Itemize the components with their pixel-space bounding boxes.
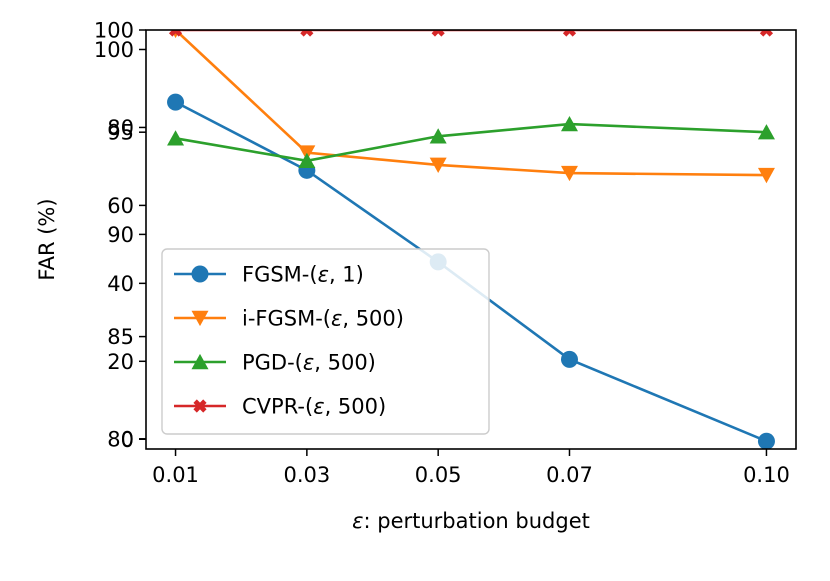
legend-box <box>161 248 490 435</box>
x-tick-label: 0.03 <box>283 463 330 487</box>
x-axis-label: ε: perturbation budget <box>352 509 590 533</box>
data-point <box>298 152 316 169</box>
y2-tick-label: 90 <box>107 223 134 247</box>
x-tick-label: 0.07 <box>546 463 593 487</box>
y-tick-label: 60 <box>107 194 134 218</box>
y-tick-label: 100 <box>94 38 134 62</box>
legend-swatch-marker <box>191 353 209 370</box>
y-axis-label: FAR (%) <box>35 198 59 280</box>
y-tick-label: 40 <box>107 272 134 296</box>
x-axis-label-text: : perturbation budget <box>363 509 589 533</box>
x-axis-label-symbol: ε <box>352 509 363 533</box>
legend-item: PGD-(ε, 500) <box>174 351 376 375</box>
legend-label: i-FGSM-(ε, 500) <box>242 307 404 331</box>
data-point <box>560 115 578 132</box>
y-tick-label: 80 <box>107 116 134 140</box>
series-line <box>175 122 767 163</box>
data-point <box>560 165 578 182</box>
y-tick-label: 20 <box>107 350 134 374</box>
data-point <box>300 30 314 37</box>
x-tick-label: 0.05 <box>415 463 462 487</box>
legend-swatch-marker <box>191 265 209 283</box>
data-point <box>167 93 185 111</box>
x-tick-label: 0.01 <box>152 463 199 487</box>
legend-label: FGSM-(ε, 1) <box>242 263 364 287</box>
legend: FGSM-(ε, 1) i-FGSM-(ε, 500) PGD-(ε, 500) CV… <box>161 248 490 435</box>
data-point <box>562 30 577 37</box>
data-point <box>757 432 775 449</box>
legend-swatch-marker <box>191 310 209 327</box>
legend-item: FGSM-(ε, 1) <box>174 263 364 287</box>
data-point <box>429 128 447 144</box>
legend-label: PGD-(ε, 500) <box>242 351 376 375</box>
plot-frame <box>145 29 797 450</box>
series-pgd <box>167 115 775 169</box>
ticks-layer: 0.01 0.03 0.05 0.07 0.10 0 20 40 60 80 100 80 85 90 95… <box>94 19 790 488</box>
y2-tick-label: 95 <box>107 121 134 145</box>
y2-tick-label: 80 <box>107 427 134 451</box>
data-point <box>757 167 775 184</box>
legend-label: CVPR-(ε, 500) <box>242 395 386 419</box>
data-point <box>429 157 447 173</box>
legend-item: i-FGSM-(ε, 500) <box>174 307 404 331</box>
data-point <box>759 30 774 37</box>
data-point <box>757 124 775 140</box>
series-cvpr <box>168 30 774 37</box>
y2-tick-label: 85 <box>107 325 134 349</box>
y-tick-label: 0 <box>121 428 134 452</box>
x-tick-label: 0.10 <box>743 463 790 487</box>
legend-swatch-marker <box>193 399 207 413</box>
data-point <box>560 350 578 368</box>
data-point <box>431 30 445 37</box>
y2-tick-label: 100 <box>94 19 134 43</box>
data-point <box>168 30 183 37</box>
data-point <box>167 130 185 146</box>
series-i-fgsm <box>171 30 775 184</box>
legend-item: CVPR-(ε, 500) <box>174 395 386 419</box>
